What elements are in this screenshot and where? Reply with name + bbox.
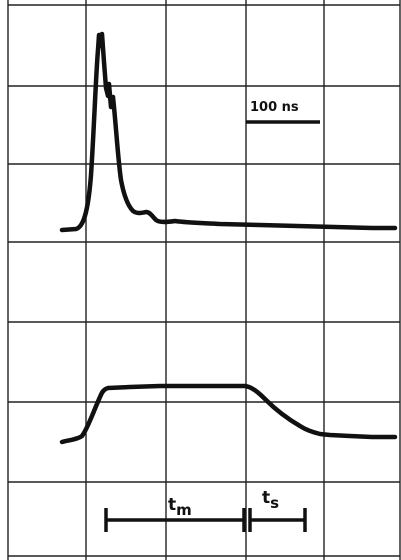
ts-label: ts xyxy=(262,488,279,512)
pulse-trace-lower xyxy=(59,383,398,445)
tm-duration-marker xyxy=(104,508,246,532)
pulse-trace-upper xyxy=(59,31,398,233)
time-scale-indicator: 100 ns xyxy=(246,100,320,124)
graticule-grid xyxy=(7,0,401,560)
ts-duration-marker xyxy=(248,508,307,532)
ts-label-main: t xyxy=(262,488,270,508)
tm-label-main: t xyxy=(168,495,176,515)
tm-label: tm xyxy=(168,495,192,519)
tm-label-sub: m xyxy=(176,501,192,519)
ts-label-sub: s xyxy=(270,494,279,512)
time-scale-label: 100 ns xyxy=(250,100,299,115)
